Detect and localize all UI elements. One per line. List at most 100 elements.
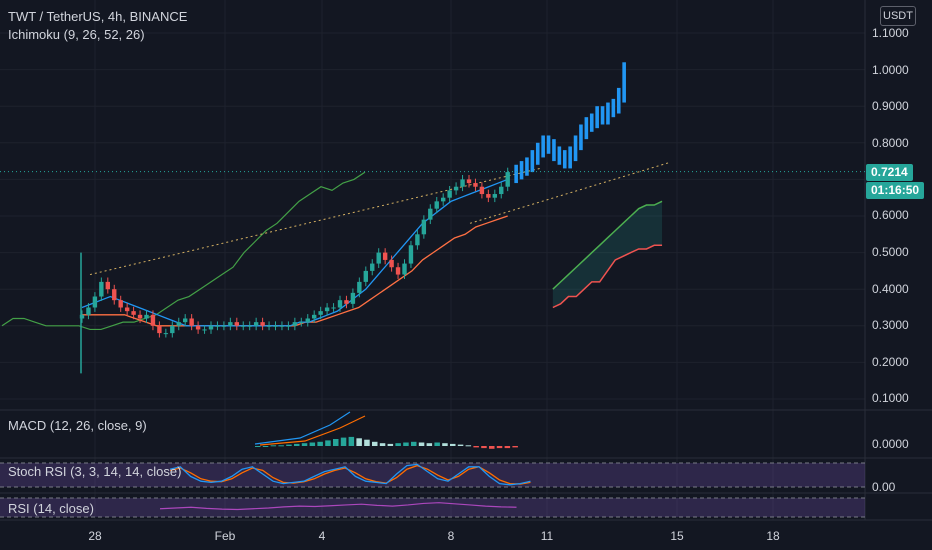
ichimoku-legend[interactable]: Ichimoku (9, 26, 52, 26) bbox=[8, 27, 145, 42]
candle bbox=[215, 325, 220, 327]
macd-histogram-bar bbox=[387, 443, 394, 446]
candle bbox=[195, 325, 201, 330]
macd-histogram-bar bbox=[348, 436, 355, 446]
candle bbox=[312, 314, 317, 319]
candle bbox=[382, 252, 388, 260]
rsi-line bbox=[159, 502, 517, 511]
projection-bar bbox=[568, 146, 572, 169]
projection-bar bbox=[589, 113, 594, 132]
candle bbox=[260, 322, 265, 326]
rsi-legend[interactable]: RSI (14, close) bbox=[8, 501, 94, 516]
macd-histogram-bar bbox=[356, 438, 362, 446]
projection-bar bbox=[562, 150, 567, 169]
projection-bar bbox=[595, 106, 599, 129]
candle bbox=[189, 318, 194, 326]
candle bbox=[299, 322, 304, 324]
macd-histogram-bar bbox=[411, 441, 417, 446]
y-tick-label: 0.2000 bbox=[872, 355, 909, 369]
projection-bar bbox=[535, 142, 540, 165]
projection-bar bbox=[514, 164, 518, 184]
projection-bar bbox=[622, 62, 626, 103]
candle bbox=[505, 172, 510, 187]
x-tick-label: 11 bbox=[540, 529, 554, 543]
ichimoku-cloud bbox=[552, 201, 663, 308]
macd-histogram-bar bbox=[255, 446, 261, 447]
stoch-rsi-legend[interactable]: Stoch RSI (3, 3, 14, 14, close) bbox=[8, 464, 182, 479]
candle bbox=[266, 325, 272, 327]
y-tick-label: 0.8000 bbox=[872, 136, 909, 150]
candle bbox=[208, 325, 214, 330]
projection-bar bbox=[541, 135, 545, 158]
candle bbox=[131, 311, 136, 315]
candle bbox=[105, 281, 110, 290]
candle bbox=[376, 252, 381, 264]
symbol-title: TWT / TetherUS, 4h, BINANCE bbox=[8, 9, 188, 24]
candle bbox=[176, 322, 181, 326]
currency-button[interactable]: USDT bbox=[880, 6, 916, 26]
stoch-d-line bbox=[169, 464, 531, 485]
candle bbox=[99, 281, 104, 297]
candle bbox=[408, 245, 414, 264]
macd-histogram-bar bbox=[418, 442, 425, 446]
macd-histogram-bar bbox=[481, 446, 487, 449]
y-tick-label: 1.0000 bbox=[872, 63, 909, 77]
macd-histogram-bar bbox=[364, 439, 370, 446]
macd-histogram-bar bbox=[434, 442, 440, 446]
macd-line bbox=[254, 411, 351, 445]
macd-histogram-bar bbox=[286, 444, 292, 446]
projection-bar bbox=[600, 106, 605, 125]
candle bbox=[221, 325, 227, 327]
macd-histogram-bar bbox=[309, 442, 316, 446]
candle bbox=[253, 322, 259, 326]
candle bbox=[305, 318, 310, 323]
candle bbox=[357, 281, 362, 293]
countdown-badge: 01:16:50 bbox=[866, 182, 925, 199]
candle bbox=[202, 329, 207, 331]
senkou-span-b bbox=[552, 244, 663, 309]
projection-bar bbox=[552, 139, 556, 162]
candle bbox=[350, 292, 356, 304]
candle bbox=[434, 201, 439, 209]
candle bbox=[395, 267, 401, 275]
x-tick-label: Feb bbox=[214, 529, 236, 543]
macd-zero-label: 0.0000 bbox=[872, 437, 909, 451]
chikou-span bbox=[1, 171, 366, 331]
candle bbox=[118, 300, 123, 308]
last-price-badge: 0.7214 bbox=[866, 164, 913, 181]
projection-bar bbox=[519, 161, 524, 180]
candle bbox=[389, 259, 394, 268]
candle bbox=[273, 325, 278, 327]
candle bbox=[92, 296, 98, 308]
macd-histogram-bar bbox=[372, 441, 378, 446]
macd-histogram-bar bbox=[270, 445, 277, 447]
macd-histogram-bar bbox=[465, 445, 472, 447]
candle bbox=[421, 219, 427, 235]
candle bbox=[144, 314, 149, 319]
senkou-span-a bbox=[552, 200, 663, 290]
projection-bar bbox=[530, 150, 535, 173]
candle bbox=[402, 263, 407, 275]
macd-signal-line bbox=[259, 415, 366, 446]
candle bbox=[460, 179, 465, 187]
macd-histogram-bar bbox=[496, 446, 503, 449]
macd-histogram-bar bbox=[403, 442, 409, 446]
x-tick-label: 18 bbox=[766, 529, 780, 543]
macd-histogram-bar bbox=[262, 446, 269, 447]
y-tick-label: 0.6000 bbox=[872, 208, 909, 222]
candle bbox=[247, 325, 252, 327]
y-tick-label: 0.9000 bbox=[872, 99, 909, 113]
x-tick-label: 15 bbox=[670, 529, 684, 543]
candle bbox=[499, 186, 504, 195]
candle bbox=[415, 234, 420, 246]
candle bbox=[292, 322, 298, 326]
candle bbox=[286, 325, 291, 327]
projection-bar bbox=[584, 117, 589, 140]
stoch-k-line bbox=[169, 463, 531, 486]
macd-histogram-bar bbox=[278, 445, 284, 447]
candle bbox=[124, 307, 130, 312]
projection-bar bbox=[557, 146, 562, 165]
macd-legend[interactable]: MACD (12, 26, close, 9) bbox=[8, 418, 147, 433]
candle bbox=[157, 325, 162, 334]
candle bbox=[228, 322, 233, 326]
